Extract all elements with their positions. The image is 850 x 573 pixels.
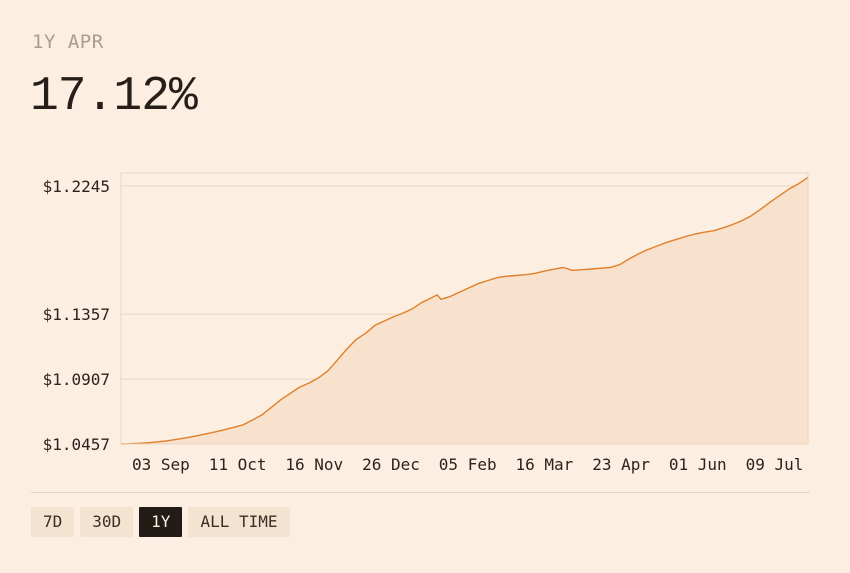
- x-tick-label: 16 Mar: [516, 455, 574, 474]
- y-tick-label: $1.0457: [43, 435, 110, 454]
- area-fill: [121, 177, 808, 445]
- series-line: [120, 176, 809, 445]
- y-tick-label: $1.2245: [43, 177, 110, 196]
- x-tick-label: 16 Nov: [285, 455, 343, 474]
- apr-value: 17.12%: [30, 70, 198, 124]
- x-tick-label: 01 Jun: [669, 455, 727, 474]
- x-tick-label: 05 Feb: [439, 455, 497, 474]
- x-tick-label: 23 Apr: [592, 455, 650, 474]
- range-button-all-time[interactable]: ALL TIME: [188, 507, 290, 537]
- range-button-30d[interactable]: 30D: [80, 507, 134, 537]
- x-tick-label: 26 Dec: [362, 455, 420, 474]
- x-tick-label: 11 Oct: [209, 455, 267, 474]
- chart-area: [121, 177, 808, 445]
- chart-frame: [120, 172, 809, 445]
- y-tick-label: $1.0907: [43, 370, 110, 389]
- plot-border: [120, 172, 809, 445]
- y-tick-label: $1.1357: [43, 305, 110, 324]
- apr-chart: $1.0457 $1.0907 $1.1357 $1.2245 03 Sep 11 Oc…: [43, 172, 809, 474]
- range-button-1y[interactable]: 1Y: [139, 507, 183, 537]
- x-tick-label: 03 Sep: [132, 455, 190, 474]
- metric-label: 1Y APR: [32, 31, 104, 53]
- range-selector: 7D 30D 1Y ALL TIME: [31, 507, 290, 537]
- divider: [31, 492, 810, 493]
- y-axis-ticks: $1.0457 $1.0907 $1.1357 $1.2245: [43, 177, 110, 454]
- range-button-7d[interactable]: 7D: [31, 507, 75, 537]
- chart-line: [120, 176, 809, 445]
- x-tick-label: 09 Jul: [746, 455, 804, 474]
- x-axis-ticks: 03 Sep 11 Oct 16 Nov 26 Dec 05 Feb 16 Mar 23 A…: [132, 455, 803, 474]
